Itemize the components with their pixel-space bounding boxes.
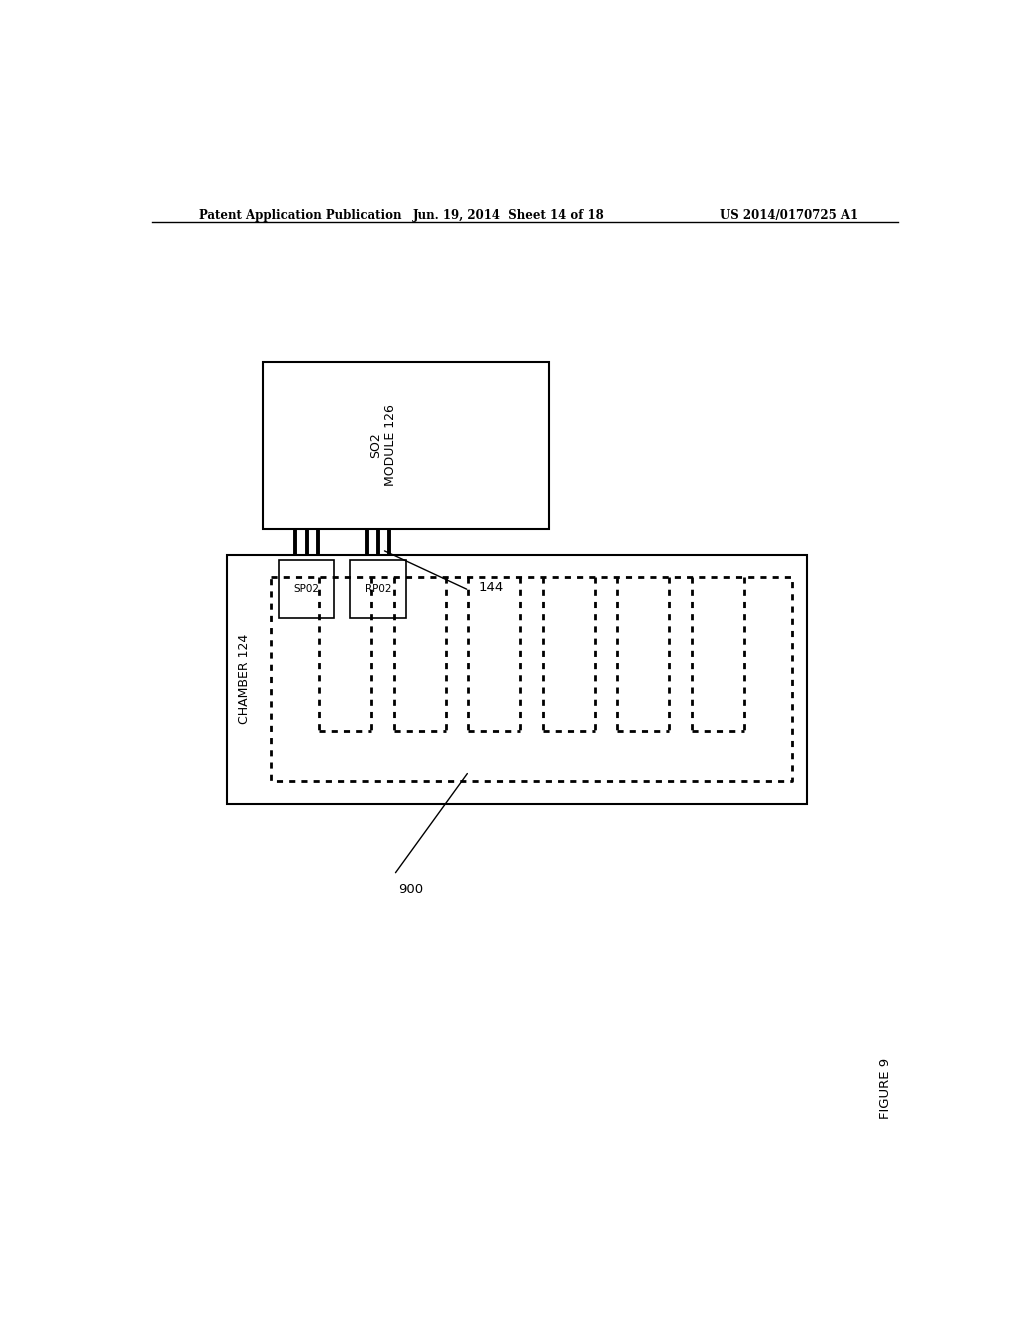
Text: 900: 900	[397, 883, 423, 896]
Text: US 2014/0170725 A1: US 2014/0170725 A1	[720, 210, 858, 222]
Bar	[350, 560, 406, 618]
Bar	[263, 362, 549, 529]
Text: Jun. 19, 2014  Sheet 14 of 18: Jun. 19, 2014 Sheet 14 of 18	[413, 210, 605, 222]
Bar	[227, 554, 807, 804]
Text: FIGURE 9: FIGURE 9	[880, 1057, 892, 1119]
Bar	[279, 560, 334, 618]
Text: CHAMBER 124: CHAMBER 124	[239, 634, 251, 725]
Text: SP02: SP02	[294, 583, 319, 594]
Text: RP02: RP02	[365, 583, 391, 594]
Text: 144: 144	[479, 581, 504, 594]
Text: SO2
MODULE 126: SO2 MODULE 126	[369, 405, 397, 487]
Text: Patent Application Publication: Patent Application Publication	[200, 210, 402, 222]
